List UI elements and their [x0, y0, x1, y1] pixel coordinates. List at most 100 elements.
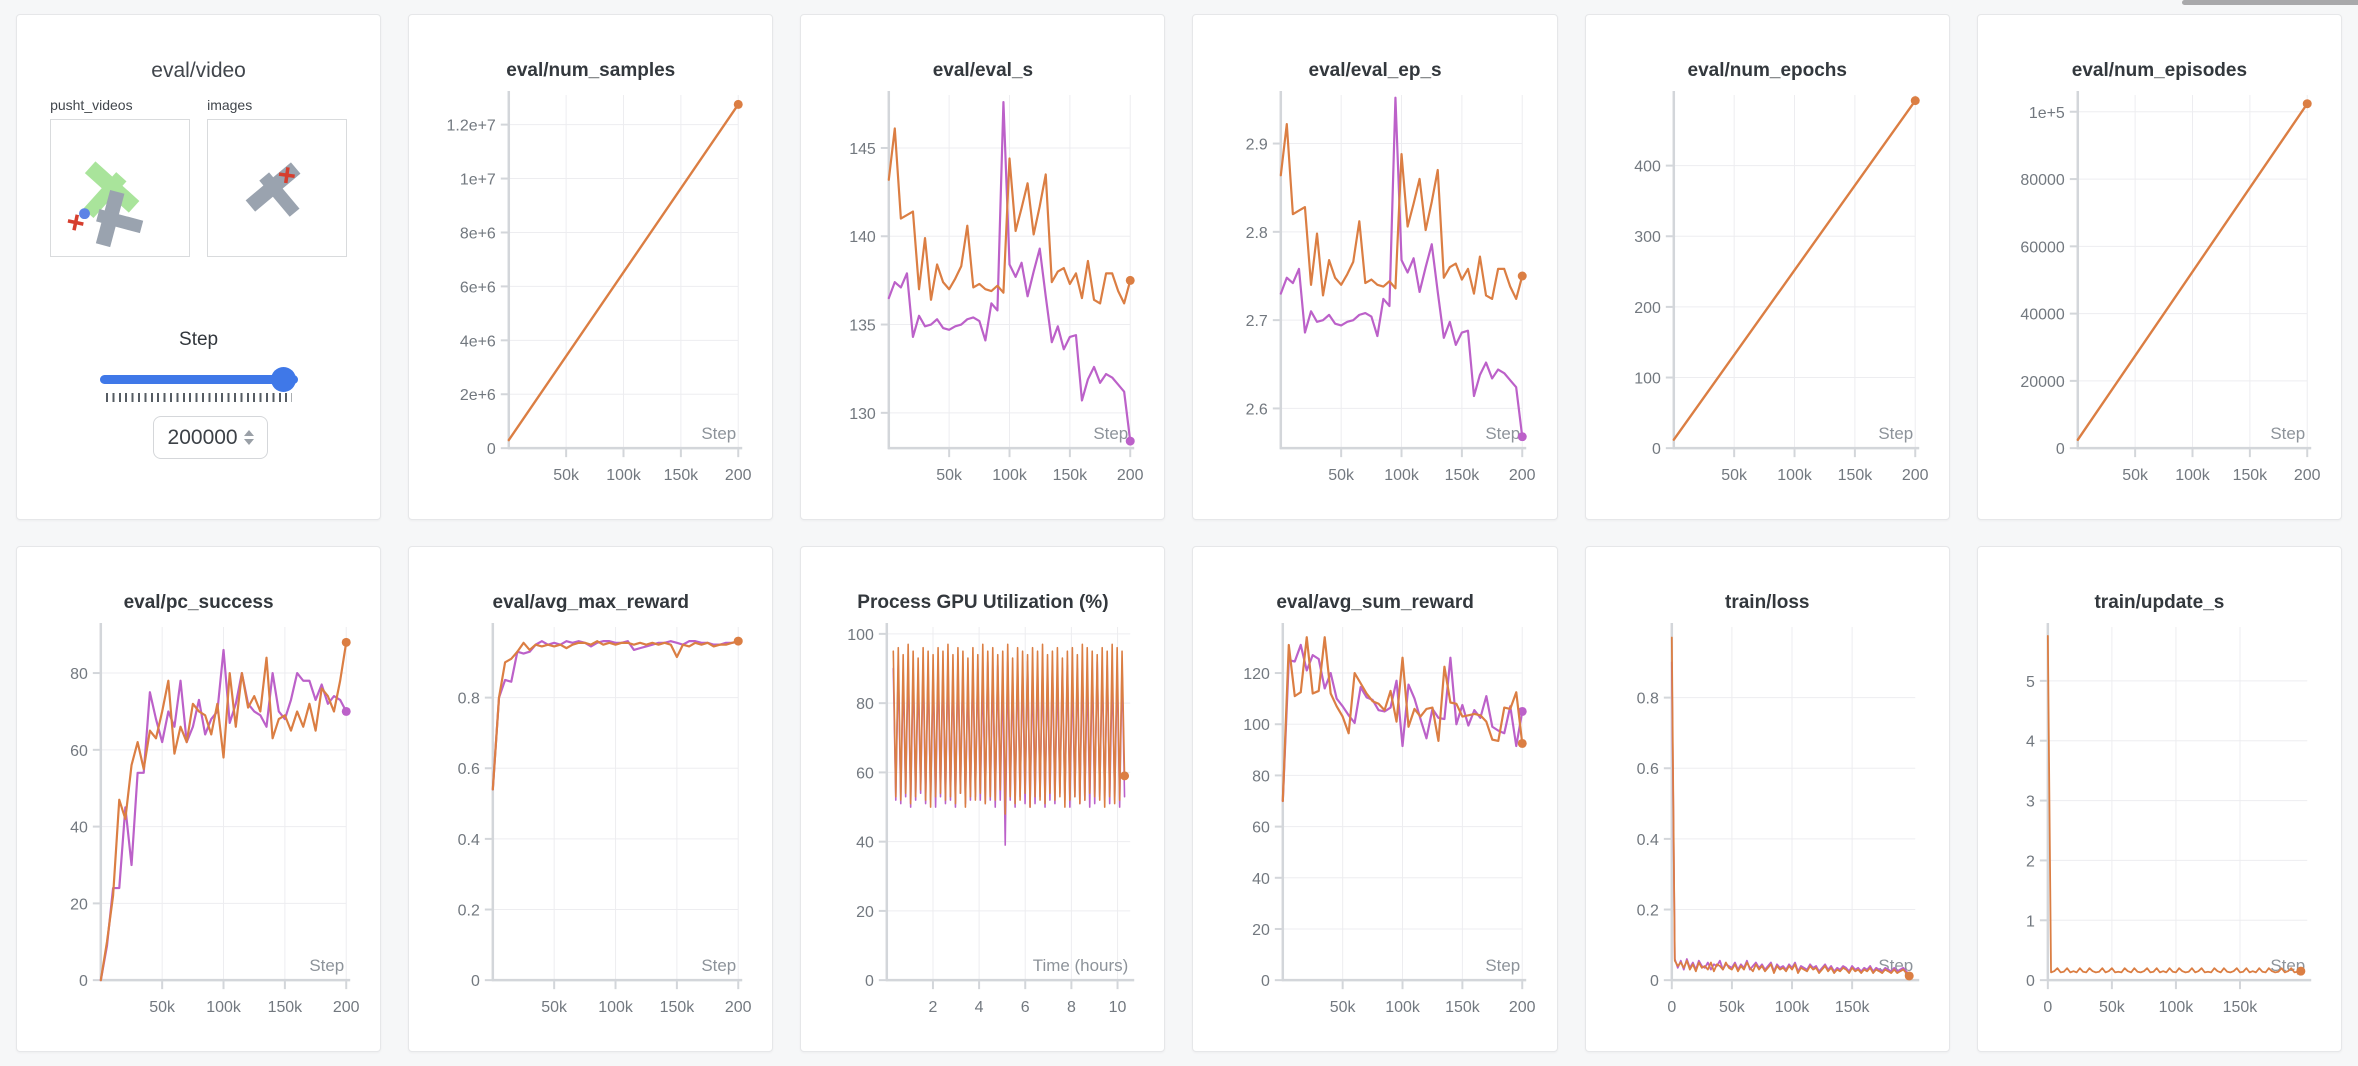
y-tick-label: 20000 — [2020, 374, 2064, 391]
panel-eval-pc-success: eval/pc_success 0 20 40 60 80 50k 100k 150k 200 S… — [16, 546, 382, 1052]
y-tick-label: 0 — [1650, 973, 1659, 990]
y-tick-label: 2 — [2026, 853, 2035, 870]
x-tick-label: 100k — [2158, 999, 2193, 1016]
chart-canvas-eval-num-episodes[interactable]: 0 20000 40000 60000 80000 1e+5 50k 100k 150k 200 S… — [1978, 87, 2341, 520]
chart-title: eval/eval_ep_s — [1308, 60, 1442, 81]
x-axis-title: Time (hours) — [1033, 956, 1128, 975]
spinner-up-icon[interactable] — [243, 430, 254, 436]
series-end-dot-purple-run — [1518, 432, 1528, 442]
chart-canvas-eval-num-epochs[interactable]: 0 100 200 300 400 50k 100k 150k 200 Step — [1586, 87, 1949, 520]
x-tick-label: 150k — [660, 999, 695, 1016]
x-axis-title: Step — [1878, 424, 1913, 443]
step-slider-track[interactable] — [99, 375, 298, 384]
chart-title: eval/num_epochs — [1687, 60, 1847, 81]
x-tick-label: 100k — [1385, 467, 1420, 484]
chart-title: eval/avg_max_reward — [492, 592, 689, 613]
y-tick-label: 40000 — [2020, 307, 2064, 324]
panel-eval-eval-s: eval/eval_s 130 135 140 145 50k 100k 150k 200 St… — [800, 14, 1166, 520]
y-tick-label: 300 — [1634, 229, 1661, 246]
y-tick-label: 120 — [1244, 666, 1271, 683]
series-line-purple-run — [888, 100, 1132, 443]
y-tick-label: 0.8 — [1636, 691, 1658, 708]
gray-t-shape — [245, 162, 301, 217]
x-tick-label: 100k — [206, 999, 241, 1016]
y-tick-label: 0.2 — [458, 903, 480, 920]
video-label-images: images — [207, 97, 253, 113]
y-tick-label: 40 — [856, 835, 874, 852]
chart-title: eval/num_episodes — [2071, 60, 2248, 81]
y-tick-label: 100 — [848, 627, 875, 644]
step-input[interactable]: 200000 — [153, 416, 269, 459]
chart-canvas-eval-avg-sum-reward[interactable]: 0 20 40 60 80 100 120 50k 100k 150k 200 Step — [1193, 619, 1556, 1052]
y-tick-label: 8e+6 — [460, 225, 496, 242]
y-tick-label: 4e+6 — [460, 333, 496, 350]
panel-train-loss: train/loss 0 0.2 0.4 0.6 0.8 0 50k 100k 150k Step — [1584, 546, 1950, 1052]
step-input-value[interactable]: 200000 — [167, 425, 238, 449]
step-slider-label: Step — [179, 329, 219, 350]
y-tick-label: 60 — [70, 743, 88, 760]
video-thumbnail-images[interactable] — [207, 119, 348, 257]
x-tick-label: 100k — [1386, 999, 1421, 1016]
series-end-dot-orange-run — [733, 636, 743, 646]
y-tick-label: 0 — [2026, 973, 2035, 990]
video-thumbnail-pusht[interactable] — [50, 119, 191, 257]
x-tick-label: 150k — [1837, 467, 1872, 484]
series-line-orange-run — [892, 643, 1126, 815]
x-tick-label: 150k — [664, 467, 699, 484]
chart-canvas-eval-eval-s[interactable]: 130 135 140 145 50k 100k 150k 200 Step — [801, 87, 1164, 520]
x-tick-label: 50k — [2099, 999, 2125, 1016]
video-panel-title: eval/video — [151, 59, 246, 82]
x-tick-label: 200 — [333, 999, 360, 1016]
panel-eval-num-samples: eval/num_samples 0 2e+6 4e+6 6e+6 8e+6 1e+7 1.… — [408, 14, 774, 520]
y-tick-label: 135 — [850, 318, 877, 335]
y-tick-label: 140 — [850, 229, 877, 246]
series-end-dot-purple-run — [1518, 706, 1528, 716]
y-tick-label: 0.6 — [458, 761, 480, 778]
y-tick-label: 0.4 — [1636, 832, 1658, 849]
panel-train-update-s: train/update_s 0 1 2 3 4 5 0 50k 100k 150k Step — [1976, 546, 2342, 1052]
y-tick-label: 20 — [856, 904, 874, 921]
x-tick-label: 200 — [1509, 999, 1536, 1016]
panel-grid: eval/video pusht_videos — [16, 14, 2342, 1052]
y-tick-label: 3 — [2026, 794, 2035, 811]
horizontal-scrollbar[interactable] — [2182, 0, 2358, 5]
x-tick-label: 50k — [937, 467, 963, 484]
green-t-shape — [83, 161, 140, 218]
y-tick-label: 20 — [70, 896, 88, 913]
y-tick-label: 0 — [1261, 973, 1270, 990]
series-end-dot-orange-run — [1518, 271, 1528, 281]
x-axis-title: Step — [1486, 424, 1521, 443]
gray-t-shape — [95, 189, 144, 248]
y-tick-label: 80000 — [2020, 172, 2064, 189]
spinner-down-icon[interactable] — [243, 439, 254, 445]
chart-canvas-gpu-utilization[interactable]: 0 20 40 60 80 100 2 4 6 8 10 Time (hours) — [801, 619, 1164, 1052]
y-tick-label: 1 — [2026, 913, 2035, 930]
series-line-purple-run — [1280, 96, 1524, 438]
y-tick-label: 100 — [1244, 717, 1271, 734]
step-input-spinner[interactable] — [243, 430, 254, 445]
series-line-purple-run — [1670, 661, 1910, 976]
step-slider-thumb[interactable] — [270, 367, 296, 392]
chart-canvas-eval-avg-max-reward[interactable]: 0 0.2 0.4 0.6 0.8 50k 100k 150k 200 Step — [409, 619, 772, 1052]
x-tick-label: 6 — [1021, 999, 1030, 1016]
pusht-video-frame — [67, 161, 144, 248]
step-slider[interactable] — [99, 367, 298, 392]
panel-eval-num-episodes: eval/num_episodes 0 20000 40000 60000 80000 1… — [1976, 14, 2342, 520]
x-tick-label: 200 — [1902, 467, 1929, 484]
series-line-orange-run — [2076, 102, 2309, 441]
series-end-dot-orange-run — [1904, 971, 1914, 981]
y-tick-label: 80 — [856, 696, 874, 713]
chart-canvas-eval-pc-success[interactable]: 0 20 40 60 80 50k 100k 150k 200 Step — [17, 619, 380, 1052]
chart-canvas-eval-eval-ep-s[interactable]: 2.6 2.7 2.8 2.9 50k 100k 150k 200 Step — [1193, 87, 1556, 520]
x-tick-label: 200 — [725, 999, 752, 1016]
y-tick-label: 0 — [865, 973, 874, 990]
y-tick-label: 60000 — [2020, 239, 2064, 256]
agent-dot — [79, 208, 91, 220]
x-tick-label: 0 — [2043, 999, 2052, 1016]
x-tick-label: 0 — [1667, 999, 1676, 1016]
series-line-purple-run — [1282, 643, 1524, 803]
chart-canvas-eval-num-samples[interactable]: 0 2e+6 4e+6 6e+6 8e+6 1e+7 1.2e+7 50k 100k 150k 20… — [409, 87, 772, 520]
y-tick-label: 5 — [2026, 674, 2035, 691]
